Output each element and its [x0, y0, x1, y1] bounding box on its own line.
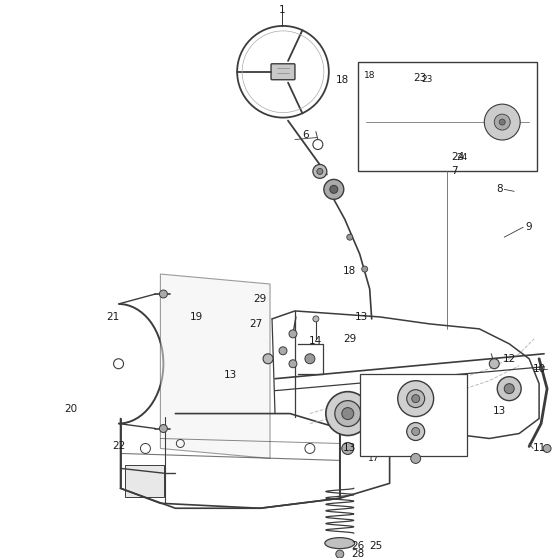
FancyBboxPatch shape [124, 465, 165, 497]
Circle shape [263, 354, 273, 364]
Ellipse shape [398, 128, 413, 136]
Text: 13: 13 [343, 444, 356, 454]
Circle shape [279, 347, 287, 355]
Text: 24: 24 [451, 152, 464, 162]
Circle shape [494, 114, 510, 130]
Text: 21: 21 [106, 312, 119, 322]
Text: 23: 23 [422, 75, 433, 84]
Circle shape [160, 424, 167, 432]
Circle shape [407, 390, 424, 408]
Text: 18: 18 [336, 74, 349, 85]
Circle shape [317, 169, 323, 174]
Polygon shape [160, 274, 270, 459]
Circle shape [398, 381, 433, 417]
Text: 13: 13 [355, 312, 368, 322]
Text: 9: 9 [526, 222, 533, 232]
Circle shape [335, 400, 361, 427]
Text: 28: 28 [351, 549, 365, 559]
Ellipse shape [389, 104, 422, 120]
Text: 11: 11 [533, 444, 546, 454]
Circle shape [412, 395, 419, 403]
Circle shape [489, 359, 500, 368]
Ellipse shape [436, 104, 469, 120]
Text: 1: 1 [279, 5, 285, 15]
Ellipse shape [445, 108, 460, 116]
Text: 18: 18 [343, 266, 356, 276]
Ellipse shape [398, 108, 413, 116]
Text: 7: 7 [451, 166, 458, 176]
Circle shape [362, 266, 368, 272]
Circle shape [324, 179, 344, 199]
Text: 26: 26 [351, 541, 365, 551]
Text: 16: 16 [368, 427, 380, 436]
Text: 12: 12 [502, 354, 516, 364]
Circle shape [412, 427, 419, 436]
Circle shape [330, 185, 338, 193]
Circle shape [407, 423, 424, 441]
Circle shape [289, 360, 297, 368]
Ellipse shape [436, 124, 469, 140]
Text: 20: 20 [64, 404, 77, 414]
Circle shape [543, 445, 551, 452]
Text: 24: 24 [457, 153, 468, 162]
Text: 8: 8 [496, 184, 502, 194]
Circle shape [410, 454, 421, 464]
Circle shape [484, 104, 520, 140]
Ellipse shape [325, 538, 354, 549]
Text: 6: 6 [302, 129, 309, 139]
Text: 14: 14 [309, 336, 323, 346]
Circle shape [313, 316, 319, 322]
Circle shape [497, 377, 521, 400]
Circle shape [305, 354, 315, 364]
Circle shape [336, 550, 344, 558]
Text: 13: 13 [223, 370, 237, 380]
Text: 18: 18 [364, 71, 375, 80]
Circle shape [160, 290, 167, 298]
Text: 10: 10 [533, 364, 545, 374]
Ellipse shape [445, 128, 460, 136]
Circle shape [289, 330, 297, 338]
Text: 27: 27 [249, 319, 263, 329]
Circle shape [342, 408, 354, 419]
Circle shape [347, 234, 353, 240]
Circle shape [504, 384, 514, 394]
Circle shape [313, 165, 327, 179]
Text: 23: 23 [413, 73, 426, 83]
Text: 19: 19 [190, 312, 203, 322]
Circle shape [326, 391, 370, 436]
Text: 15: 15 [368, 394, 380, 403]
Bar [358, 62, 537, 171]
Ellipse shape [389, 124, 422, 140]
Text: 17: 17 [368, 454, 380, 463]
Circle shape [342, 442, 354, 454]
Bar [360, 374, 468, 456]
Text: 25: 25 [369, 541, 382, 551]
Text: 29: 29 [343, 334, 356, 344]
Text: 29: 29 [254, 294, 267, 304]
Text: 22: 22 [112, 441, 125, 451]
FancyBboxPatch shape [271, 64, 295, 80]
Circle shape [500, 119, 505, 125]
Text: 13: 13 [493, 405, 506, 416]
